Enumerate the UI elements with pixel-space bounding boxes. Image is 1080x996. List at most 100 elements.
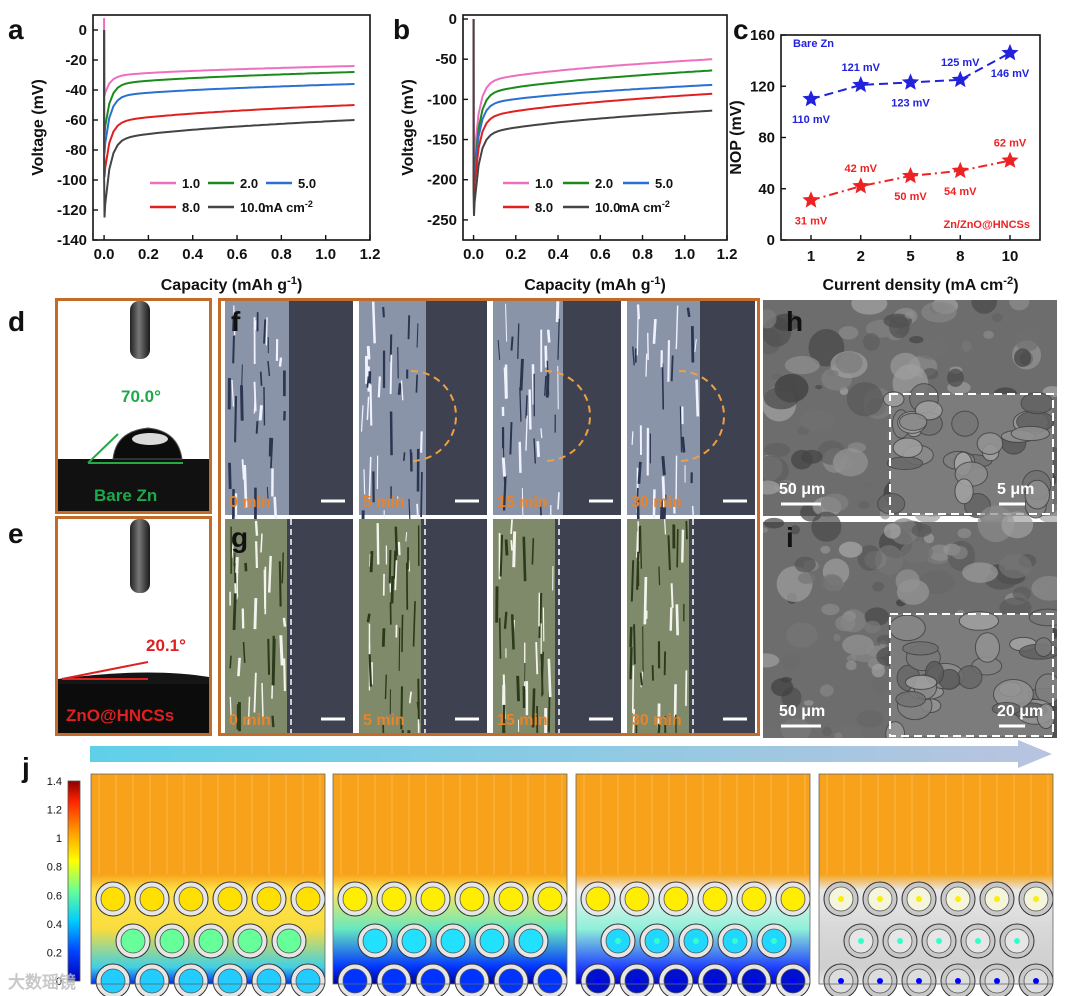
- x-tick-label: 0.8: [632, 246, 653, 263]
- sem-texture: [763, 386, 799, 410]
- legend-unit: mA cm-2: [262, 199, 313, 215]
- texture-streak: [382, 306, 385, 318]
- particle-core: [459, 886, 485, 912]
- x-tick-label: 0.4: [548, 246, 570, 263]
- particle-center: [877, 978, 883, 984]
- data-label: 42 mV: [845, 163, 878, 175]
- data-label: 50 mV: [894, 191, 927, 203]
- sem-texture: [915, 340, 948, 360]
- texture-streak: [407, 315, 411, 340]
- particle-center: [790, 896, 796, 902]
- sem-inset-texture: [904, 674, 938, 690]
- texture-streak: [240, 364, 243, 404]
- particle-core: [537, 968, 563, 994]
- particle-core: [381, 968, 407, 994]
- y-tick-label: -200: [427, 172, 457, 189]
- simulation-frame: [818, 773, 1054, 996]
- sem-inset-texture: [877, 492, 906, 515]
- sem-texture: [888, 315, 910, 339]
- contact-angle-frame-bare-zn: 70.0° Bare Zn: [55, 298, 212, 514]
- colorbar-tick-label: 0.8: [47, 862, 62, 874]
- series-line-2.0: [472, 19, 713, 184]
- texture-streak: [402, 452, 406, 461]
- inset-scale-label: 5 μm: [997, 481, 1034, 498]
- series-name-label: Zn/ZnO@HNCSs: [943, 219, 1030, 231]
- texture-streak: [234, 396, 238, 443]
- particle-center: [634, 978, 640, 984]
- legend-entry: 2.0: [240, 176, 258, 191]
- texture-streak: [531, 538, 535, 565]
- sem-texture: [1009, 300, 1030, 311]
- texture-streak: [253, 672, 257, 713]
- texture-streak: [408, 691, 412, 704]
- sem-texture: [790, 525, 800, 535]
- texture-streak: [503, 715, 506, 733]
- particle-core: [498, 886, 524, 912]
- texture-streak: [283, 658, 287, 692]
- sem-texture: [781, 653, 801, 672]
- time-label: 30 min: [631, 494, 682, 511]
- data-label: 123 mV: [891, 97, 930, 109]
- texture-streak: [271, 715, 275, 728]
- sem-texture: [763, 455, 789, 486]
- texture-streak: [546, 329, 551, 343]
- texture-streak: [690, 326, 695, 363]
- texture-streak: [675, 714, 677, 733]
- texture-streak: [645, 353, 648, 377]
- texture-streak: [639, 672, 643, 686]
- texture-streak: [498, 617, 502, 659]
- texture-streak: [547, 692, 551, 732]
- simulation-frame: [90, 773, 326, 996]
- y-tick-label: -250: [427, 212, 457, 229]
- sem-texture: [800, 449, 823, 464]
- colorbar-tick-label: 0: [56, 976, 62, 988]
- sem-images: 50 μm 5 μm 50 μm 20 μm: [763, 300, 1057, 738]
- sem-texture: [780, 676, 792, 683]
- texture-streak: [394, 560, 398, 591]
- texture-streak: [686, 307, 691, 318]
- colorbar-tick-label: 1.4: [47, 776, 62, 788]
- x-tick-label: 0.0: [94, 246, 115, 263]
- zinc-electrode: [225, 519, 287, 733]
- sem-texture: [951, 546, 968, 560]
- particle-center: [838, 896, 844, 902]
- y-tick-label: 0: [449, 11, 457, 28]
- panel-label-b: b: [393, 14, 411, 45]
- particle-center: [634, 896, 640, 902]
- texture-streak: [263, 319, 267, 344]
- particle-core: [381, 886, 407, 912]
- texture-streak: [531, 688, 536, 728]
- texture-streak: [366, 396, 370, 420]
- particle-core: [217, 968, 243, 994]
- texture-streak: [278, 357, 283, 367]
- time-label: 15 min: [497, 712, 548, 729]
- texture-streak: [502, 475, 507, 511]
- sem-texture: [763, 728, 780, 738]
- particle-core: [198, 928, 224, 954]
- data-point-star: [951, 70, 969, 88]
- particle-center: [712, 978, 718, 984]
- particle-core: [342, 886, 368, 912]
- particle-core: [178, 886, 204, 912]
- electrode-body: [359, 301, 426, 515]
- particle-core: [100, 968, 126, 994]
- texture-streak: [497, 340, 501, 360]
- texture-streak: [270, 437, 274, 469]
- sem-texture: [820, 574, 843, 592]
- sem-texture: [802, 308, 811, 316]
- texture-streak: [267, 638, 271, 675]
- particle-core: [120, 928, 146, 954]
- colorbar: [67, 780, 81, 982]
- sem-texture: [834, 732, 843, 738]
- zinc-electrode: [225, 301, 289, 552]
- texture-streak: [557, 492, 560, 510]
- y-tick-label: -150: [427, 132, 457, 149]
- texture-streak: [232, 335, 235, 364]
- texture-streak: [540, 428, 543, 439]
- particle-core: [420, 886, 446, 912]
- voltage-capacity-chart-b: 0.0 0.2 0.4 0.6 0.8 1.0 1.2 0 -50 -100 -150 -200 -25…: [400, 11, 737, 294]
- particle-center: [790, 978, 796, 984]
- series-line-1.0: [472, 19, 713, 166]
- electrolyte-region: [91, 774, 325, 882]
- x-tick-label: 0.6: [227, 246, 248, 263]
